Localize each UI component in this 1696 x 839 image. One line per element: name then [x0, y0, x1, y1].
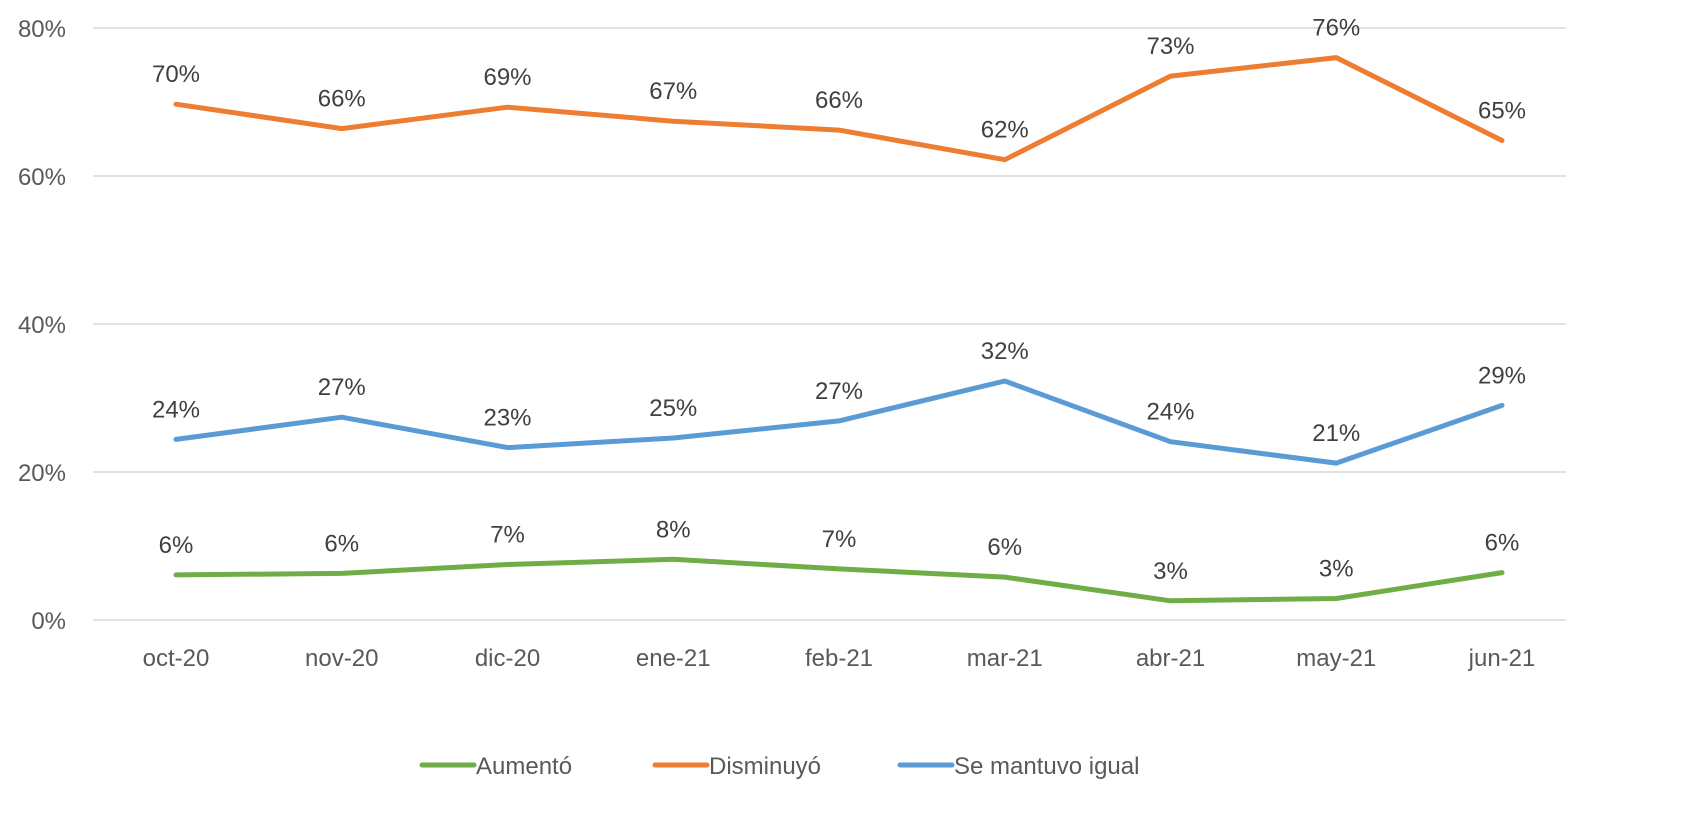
y-tick-label: 80% [18, 16, 66, 43]
legend-label: Aumentó [476, 753, 572, 780]
data-label: 23% [483, 405, 531, 432]
data-label: 76% [1312, 15, 1360, 42]
x-tick-label: nov-20 [305, 645, 378, 672]
data-label: 6% [987, 534, 1022, 561]
data-label: 29% [1478, 362, 1526, 389]
legend-label: Disminuyó [709, 753, 821, 780]
y-tick-label: 40% [18, 312, 66, 339]
data-label: 65% [1478, 97, 1526, 124]
data-labels: 6% 6% 7% 8% 7% 6% 3% 3% 6% 70% 66% 69% 67% 66% 62% 73% 7… [152, 15, 1526, 585]
data-label: 62% [981, 117, 1029, 144]
data-label: 73% [1146, 33, 1194, 60]
x-tick-label: mar-21 [967, 645, 1043, 672]
y-tick-label: 20% [18, 460, 66, 487]
x-tick-label: feb-21 [805, 645, 873, 672]
gridlines [93, 27, 1566, 621]
x-axis-tick-labels: oct-20 nov-20 dic-20 ene-21 feb-21 mar-21 abr-… [143, 645, 1536, 672]
y-tick-label: 60% [18, 164, 66, 191]
data-label: 3% [1153, 558, 1188, 585]
data-label: 69% [483, 64, 531, 91]
legend-label: Se mantuvo igual [954, 753, 1139, 780]
data-label: 6% [1485, 530, 1520, 557]
series-line-disminuy- [173, 55, 1505, 163]
x-tick-label: dic-20 [475, 645, 540, 672]
series-line-aument- [173, 556, 1505, 604]
data-label: 24% [1146, 399, 1194, 426]
x-tick-label: ene-21 [636, 645, 711, 672]
x-tick-label: may-21 [1296, 645, 1376, 672]
x-tick-label: oct-20 [143, 645, 210, 672]
x-tick-label: abr-21 [1136, 645, 1205, 672]
data-label: 66% [815, 87, 863, 114]
data-label: 27% [318, 374, 366, 401]
x-tick-label: jun-21 [1468, 645, 1536, 672]
data-label: 32% [981, 338, 1029, 365]
data-label: 7% [490, 522, 525, 549]
legend: Aumentó Disminuyó Se mantuvo igual [419, 753, 1139, 780]
data-label: 8% [656, 516, 691, 543]
data-label: 27% [815, 378, 863, 405]
data-label: 70% [152, 61, 200, 88]
data-label: 21% [1312, 420, 1360, 447]
series-line-se-mantuvo-igual [173, 378, 1505, 466]
y-tick-label: 0% [31, 608, 66, 635]
y-axis-tick-labels: 0% 20% 40% 60% 80% [18, 16, 66, 635]
data-label: 25% [649, 395, 697, 422]
data-label: 3% [1319, 556, 1354, 583]
data-label: 6% [159, 532, 194, 559]
data-label: 6% [324, 530, 359, 557]
series-lines [173, 55, 1505, 604]
data-label: 66% [318, 86, 366, 113]
data-label: 7% [822, 526, 857, 553]
data-label: 67% [649, 78, 697, 105]
data-label: 24% [152, 396, 200, 423]
